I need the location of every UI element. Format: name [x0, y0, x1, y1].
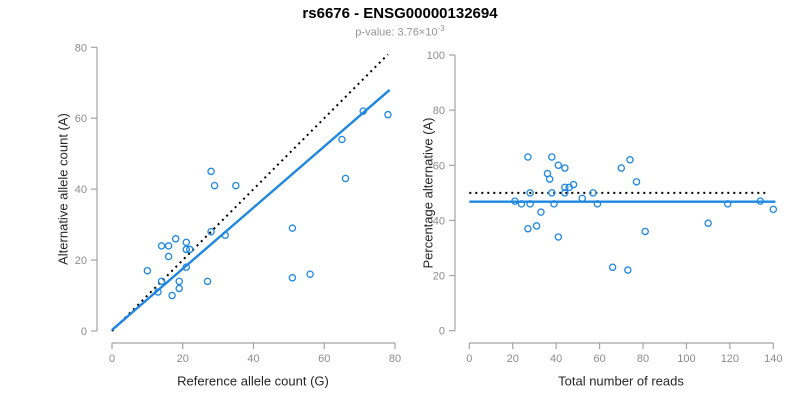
data-point	[617, 164, 626, 172]
x-tick-label: 80	[389, 353, 401, 365]
data-point	[537, 208, 545, 216]
data-point	[704, 219, 712, 227]
data-point	[569, 180, 578, 189]
data-point	[207, 167, 215, 176]
data-point	[550, 200, 558, 208]
data-point	[589, 189, 597, 197]
data-point	[608, 263, 617, 272]
identity-dotted-line	[111, 53, 389, 332]
data-point	[632, 178, 641, 186]
y-tick-label: 20	[433, 271, 445, 283]
x-tick-label: 40	[550, 353, 562, 365]
data-point	[626, 156, 634, 164]
data-point	[207, 227, 215, 236]
data-point	[561, 183, 569, 192]
data-point	[143, 266, 152, 275]
data-point	[171, 235, 180, 243]
x-tick-label: 60	[593, 353, 605, 365]
data-point	[182, 263, 191, 271]
data-point	[232, 181, 240, 190]
data-point	[168, 291, 176, 300]
y-tick-label: 0	[439, 326, 445, 338]
data-point	[554, 233, 563, 241]
data-point	[203, 277, 212, 286]
y-tick-label: 20	[75, 255, 87, 267]
data-point	[517, 200, 526, 208]
x-tick-label: 120	[721, 353, 739, 365]
data-point	[526, 189, 534, 197]
y-tick-label: 40	[75, 184, 87, 196]
y-tick-label: 100	[427, 50, 445, 62]
x-tick-label: 20	[177, 353, 189, 365]
data-point	[593, 200, 602, 208]
x-tick-label: 140	[764, 353, 782, 365]
data-point	[524, 153, 532, 161]
subtitle-exponent: -3	[437, 24, 445, 33]
data-point	[548, 153, 556, 161]
data-point	[578, 194, 586, 203]
x-tick-label: 0	[109, 353, 115, 365]
data-point	[723, 200, 732, 208]
y-tick-label: 80	[433, 105, 445, 117]
data-point	[561, 189, 569, 197]
x-tick-label: 60	[318, 353, 330, 365]
data-point	[175, 284, 183, 293]
data-point	[288, 274, 297, 282]
left-plot: 0 20 40 60 80 0 20 40 60 80	[75, 42, 401, 365]
x-tick-label: 100	[677, 353, 695, 365]
data-point	[554, 161, 563, 170]
data-point	[532, 222, 541, 230]
right-x-axis-label: Total number of reads	[558, 373, 684, 389]
y-tick-label: 60	[433, 160, 445, 172]
y-tick-label: 60	[75, 113, 87, 125]
data-point	[221, 231, 229, 240]
data-point	[210, 181, 219, 190]
data-point	[384, 110, 392, 119]
x-tick-label: 80	[637, 353, 649, 365]
data-point	[157, 277, 166, 286]
left-x-axis-label: Reference allele count (G)	[177, 373, 329, 389]
figure-title: rs6676 - ENSG00000132694	[302, 5, 498, 22]
data-point	[756, 197, 765, 205]
data-point	[182, 238, 191, 247]
data-point	[338, 135, 346, 144]
data-point	[157, 242, 166, 250]
data-point	[288, 224, 297, 232]
data-point	[341, 174, 350, 183]
right-plot: 0 20 40 60 80 100 120 140 0 20 40 60 80 100	[427, 50, 783, 365]
data-point	[524, 224, 532, 233]
data-point	[624, 266, 632, 274]
regression-line	[111, 88, 391, 331]
data-point	[164, 252, 173, 261]
x-tick-label: 20	[507, 353, 519, 365]
subtitle-text: p-value: 3.76×10	[355, 26, 438, 39]
x-tick-label: 40	[247, 353, 259, 365]
data-point	[359, 107, 367, 115]
data-point	[306, 270, 314, 279]
data-point	[769, 205, 778, 214]
data-point	[548, 189, 556, 197]
data-point	[545, 175, 554, 183]
data-point	[154, 288, 162, 296]
y-tick-label: 0	[81, 326, 87, 338]
data-point	[641, 227, 649, 236]
data-point	[526, 200, 534, 208]
data-point	[186, 245, 194, 254]
data-point	[561, 164, 569, 172]
data-point	[182, 245, 191, 254]
y-tick-label: 80	[75, 42, 87, 54]
figure-subtitle: p-value: 3.76×10-3	[0, 24, 800, 39]
y-tick-label: 40	[433, 215, 445, 227]
left-y-axis-label: Alternative allele count (A)	[55, 113, 71, 265]
right-y-axis-label: Percentage alternative (A)	[420, 117, 436, 269]
data-point	[164, 242, 173, 250]
data-point	[175, 277, 183, 286]
x-tick-label: 0	[466, 353, 472, 365]
data-point	[511, 197, 519, 205]
